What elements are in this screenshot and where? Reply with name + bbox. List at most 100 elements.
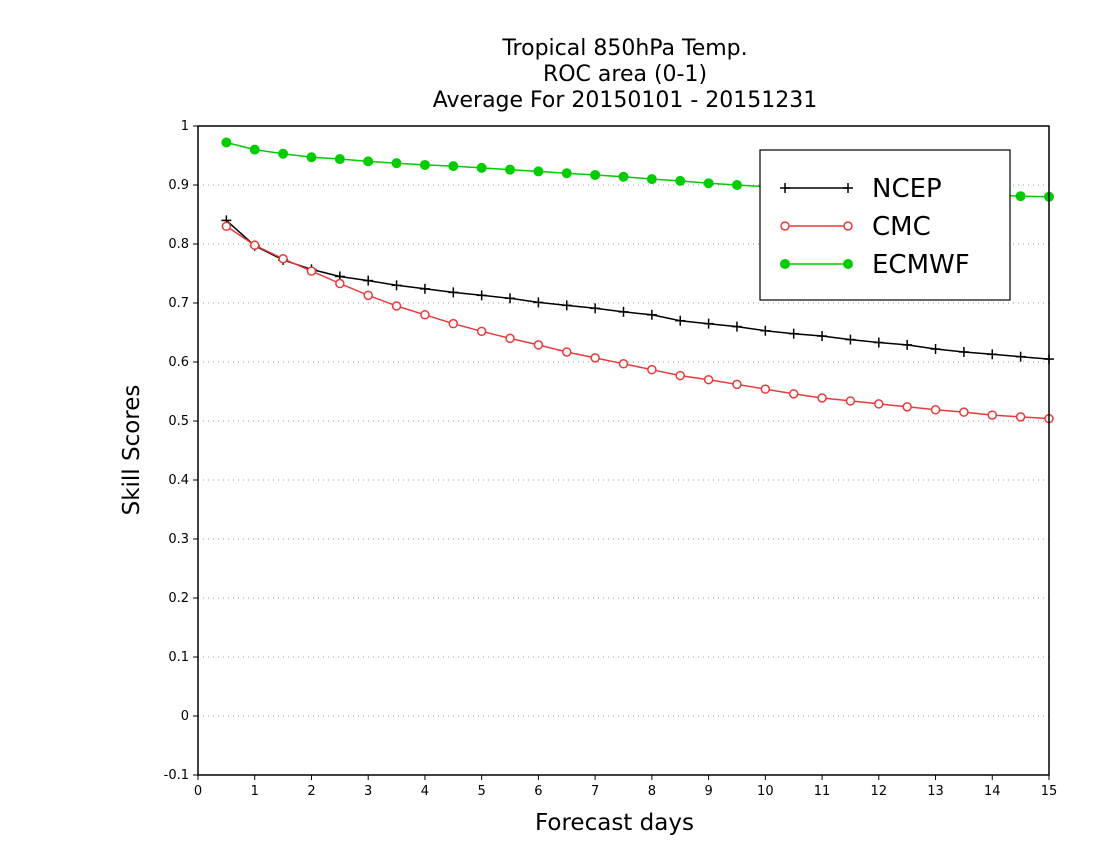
data-point-cmc	[647, 364, 657, 375]
y-tick-label: 0.5	[168, 414, 189, 429]
data-point-ncep	[363, 275, 374, 286]
data-point-ecmwf	[448, 161, 459, 172]
y-tick-label: 0.9	[168, 178, 189, 193]
x-tick-label: 11	[814, 784, 831, 799]
data-point-ncep	[618, 306, 629, 317]
legend: NCEP CMC ECMWF	[759, 149, 1011, 301]
data-point-ecmwf	[561, 168, 572, 179]
data-point-ncep	[902, 339, 913, 350]
data-point-ecmwf	[533, 166, 544, 177]
data-point-ncep	[703, 318, 714, 329]
y-tick-label: -0.1	[164, 768, 189, 783]
data-point-cmc	[874, 399, 884, 409]
data-point-ncep	[731, 321, 742, 332]
x-tick-label: 8	[648, 784, 656, 799]
series-line-cmc	[225, 225, 1050, 420]
data-point-ncep	[930, 344, 941, 355]
data-point-cmc	[306, 266, 317, 276]
legend-marker-ecmwf	[780, 259, 790, 269]
y-tick-label: 0.6	[168, 355, 189, 370]
data-point-ecmwf	[221, 137, 232, 148]
data-point-cmc	[335, 278, 345, 289]
x-tick-label: 1	[251, 784, 259, 799]
data-point-ecmwf	[278, 148, 289, 159]
data-point-ecmwf	[505, 164, 516, 175]
data-point-ecmwf	[731, 180, 742, 190]
data-point-ecmwf	[675, 175, 686, 186]
data-point-ecmwf	[249, 144, 260, 155]
data-point-cmc	[817, 393, 827, 403]
data-point-ecmwf	[306, 152, 317, 163]
x-tick-label: 9	[704, 784, 712, 799]
y-tick-label: 0.2	[168, 591, 189, 606]
data-point-cmc	[278, 254, 288, 264]
x-tick-label: 14	[984, 784, 1001, 799]
legend-box	[759, 149, 1011, 301]
data-point-ecmwf	[646, 174, 657, 185]
data-point-cmc	[391, 301, 402, 311]
x-tick-label: 0	[194, 784, 202, 799]
data-point-cmc	[363, 290, 373, 301]
legend-marker-ecmwf	[843, 259, 853, 269]
data-point-cmc	[987, 410, 998, 420]
x-tick-label: 3	[364, 784, 372, 799]
x-tick-label: 5	[478, 784, 486, 799]
data-point-cmc	[533, 340, 544, 350]
legend-label-ecmwf: ECMWF	[872, 250, 970, 280]
data-point-cmc	[902, 402, 912, 412]
data-point-cmc	[1015, 412, 1026, 422]
data-point-ncep	[987, 349, 998, 360]
y-tick-label: 0	[181, 709, 189, 724]
chart-title-line-3: Average For 20150101 - 20151231	[432, 88, 818, 113]
data-point-ncep	[958, 346, 969, 357]
x-tick-label: 13	[927, 784, 944, 799]
data-point-cmc	[618, 359, 629, 369]
y-tick-label: 1	[181, 119, 189, 134]
data-point-ecmwf	[334, 154, 345, 165]
data-point-ecmwf	[419, 159, 430, 170]
data-point-cmc	[760, 384, 771, 394]
data-point-ncep	[391, 280, 402, 291]
data-point-cmc	[930, 405, 941, 415]
data-point-ncep	[590, 303, 601, 314]
data-point-cmc	[845, 396, 856, 406]
legend-label-cmc: CMC	[872, 212, 931, 242]
x-axis-label: Forecast days	[535, 810, 694, 836]
data-point-cmc	[590, 353, 600, 363]
chart-title-line-2: ROC area (0-1)	[542, 62, 708, 87]
data-point-ncep	[845, 334, 856, 345]
data-point-ncep	[760, 325, 771, 336]
data-point-ecmwf	[590, 169, 601, 180]
data-point-ncep	[817, 331, 828, 342]
legend-marker-ncep	[843, 183, 853, 193]
plot-area-frame	[197, 125, 1050, 776]
y-tick-label: 0.3	[168, 532, 189, 547]
data-point-cmc	[703, 374, 714, 385]
y-tick-label: 0.4	[168, 473, 189, 488]
data-point-ecmwf	[618, 171, 629, 182]
x-tick-label: 7	[591, 784, 599, 799]
chart-title-line-1: Tropical 850hPa Temp.	[502, 36, 748, 61]
x-tick-label: 10	[757, 784, 774, 799]
data-point-cmc	[732, 379, 742, 390]
legend-marker-ncep	[780, 183, 790, 193]
data-point-cmc	[562, 347, 572, 357]
data-point-ncep	[505, 293, 516, 304]
axis-ticks: -0.100.10.20.30.40.50.60.70.80.910 1 2 3 4 5 6…	[164, 119, 1058, 799]
data-point-ncep	[533, 297, 544, 308]
data-point-cmc	[675, 370, 685, 381]
y-axis-label: Skill Scores	[119, 384, 145, 516]
x-tick-label: 12	[871, 784, 888, 799]
data-point-cmc	[959, 407, 969, 417]
x-tick-label: 15	[1041, 784, 1058, 799]
x-tick-label: 6	[534, 784, 542, 799]
x-tick-label: 4	[421, 784, 429, 799]
data-point-ncep	[448, 287, 459, 298]
data-point-cmc	[788, 389, 799, 399]
legend-label-ncep: NCEP	[872, 174, 942, 204]
legend-marker-cmc	[843, 221, 853, 231]
data-point-cmc	[476, 326, 487, 337]
data-point-cmc	[505, 333, 515, 344]
data-point-ncep	[788, 328, 799, 339]
